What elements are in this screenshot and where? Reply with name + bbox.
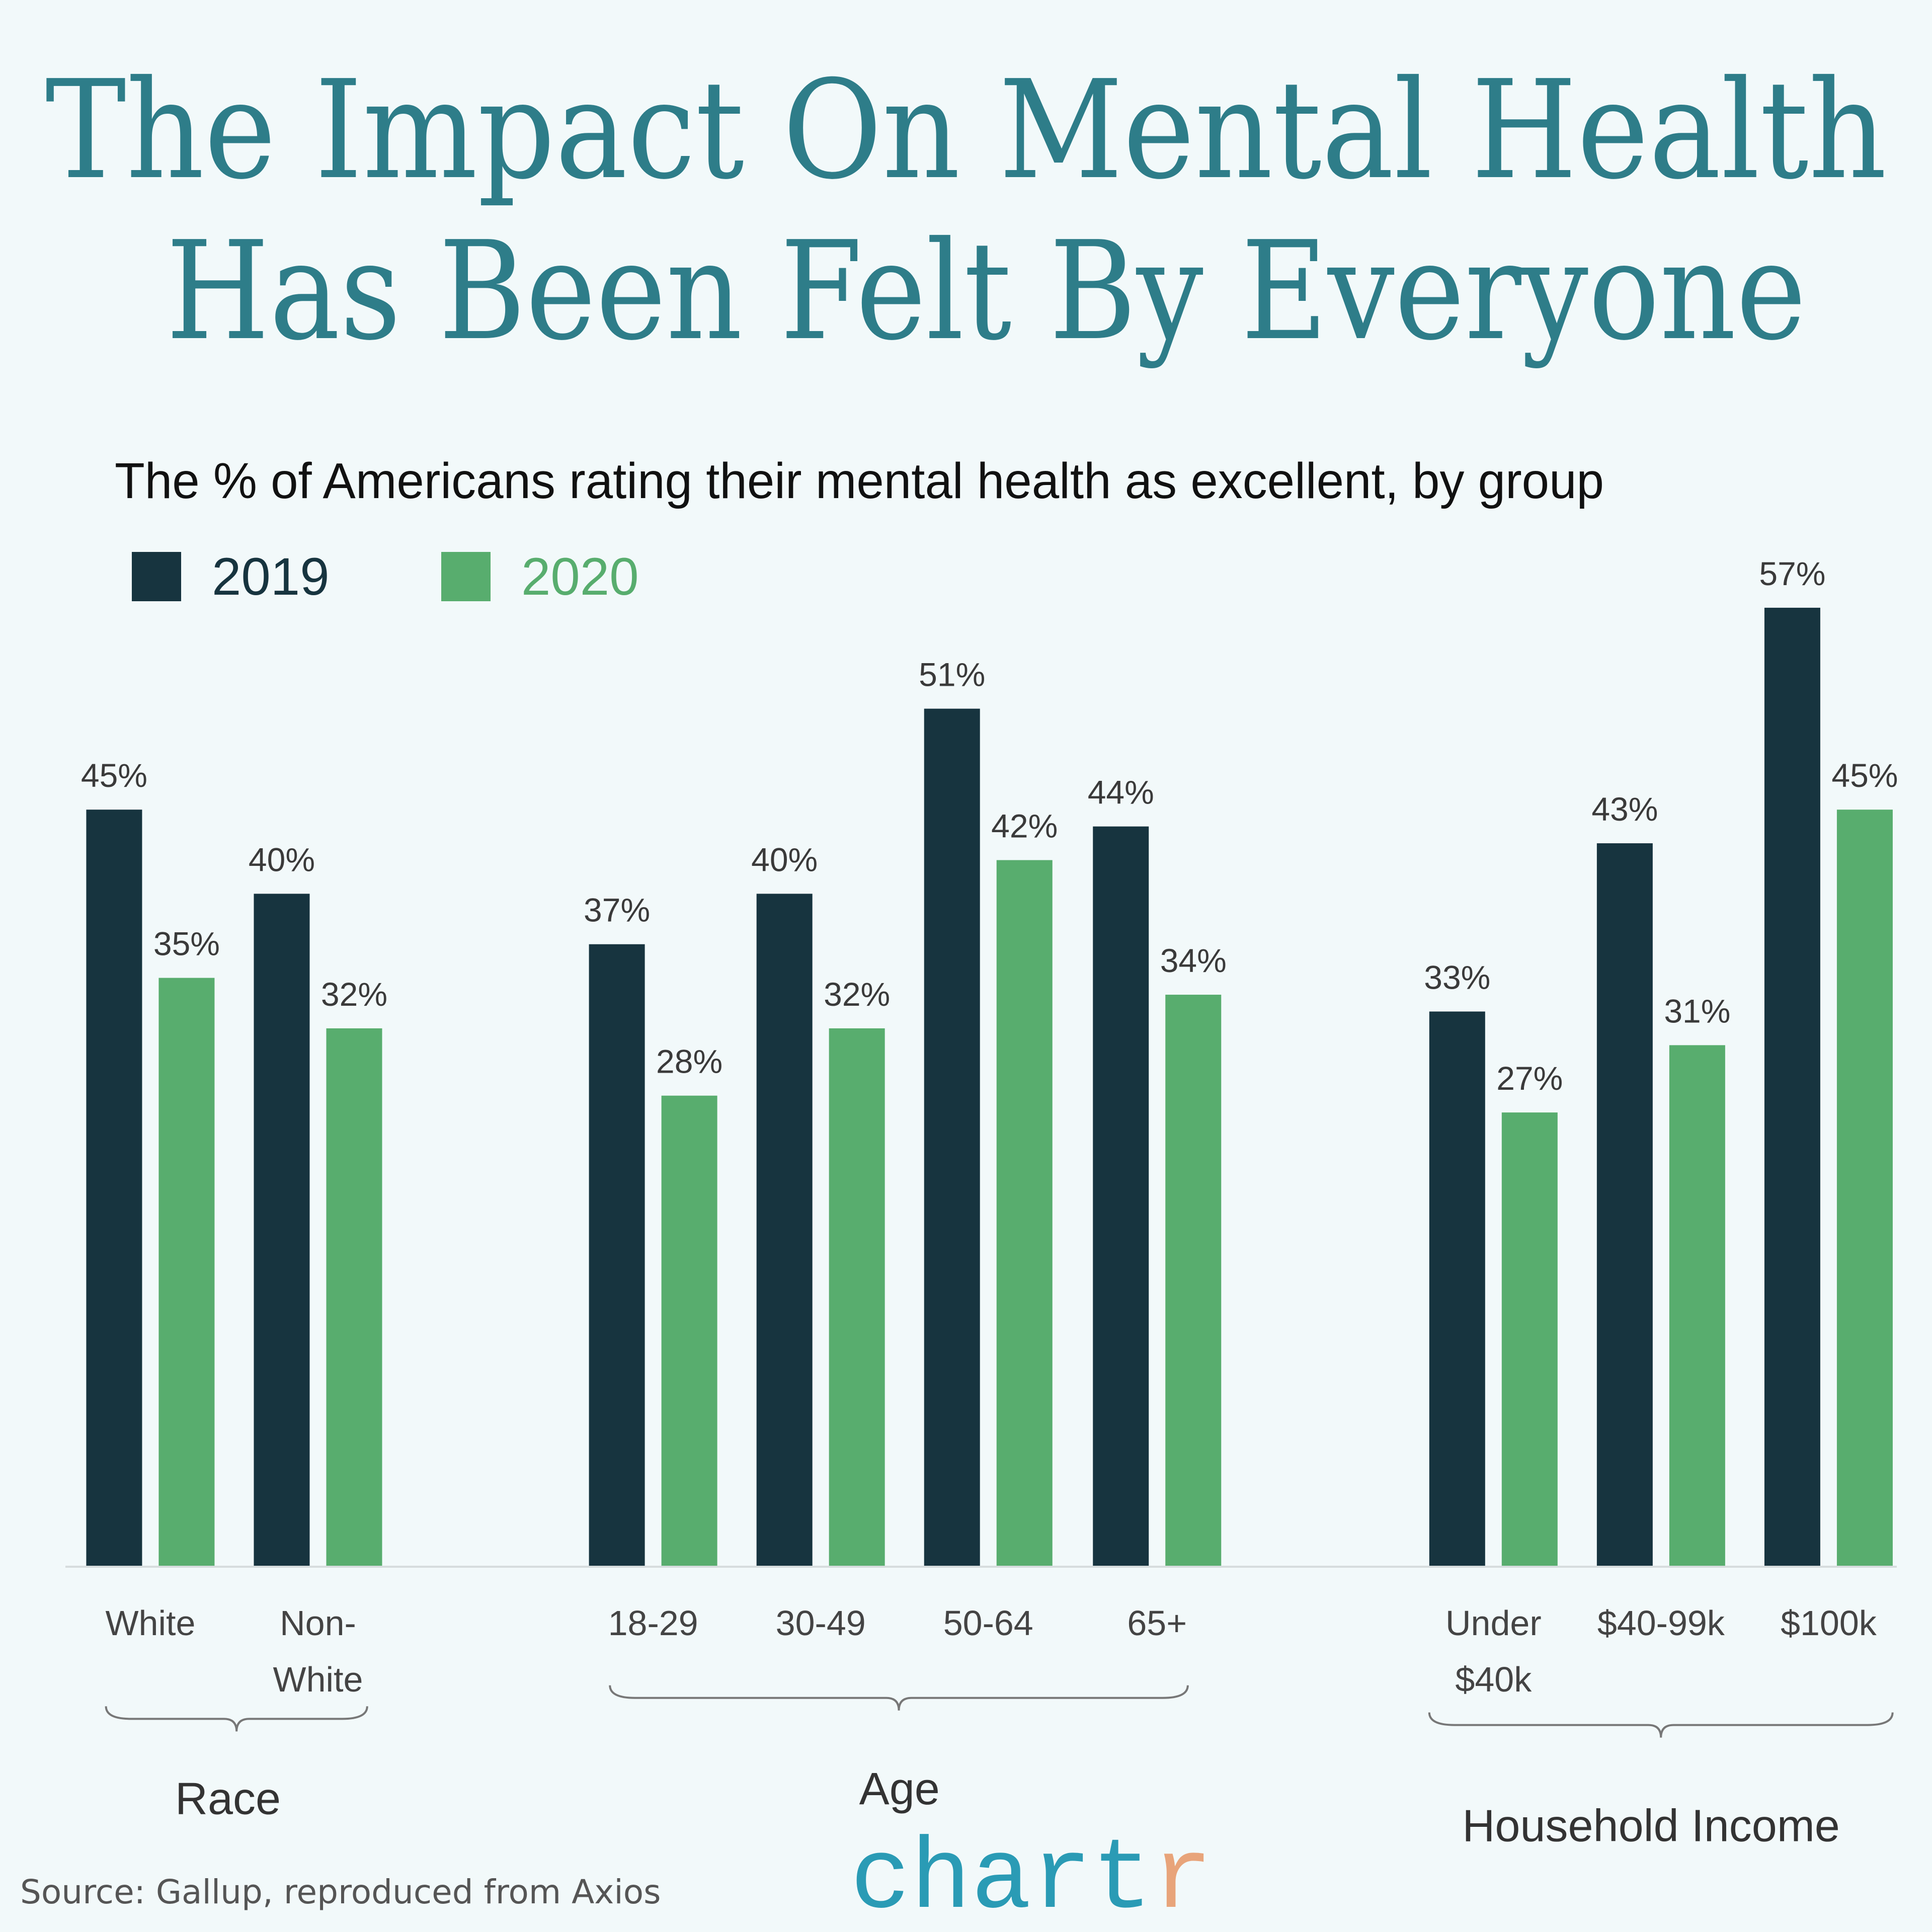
- category-label-5: 65+: [1127, 1603, 1187, 1643]
- legend-label-2019: 2019: [212, 547, 330, 606]
- bar-2020-4: [996, 860, 1053, 1567]
- legend-swatch-2019: [132, 552, 181, 601]
- value-label-2019-0: 45%: [81, 757, 147, 794]
- value-label-2020-5: 34%: [1160, 942, 1227, 979]
- category-label-6: Under: [1445, 1603, 1542, 1643]
- legend-label-2020: 2020: [521, 547, 639, 606]
- category-label-1: White: [273, 1660, 363, 1699]
- bar-2020-0: [158, 978, 215, 1567]
- category-label-4: 50-64: [943, 1603, 1033, 1643]
- value-label-2019-5: 44%: [1088, 774, 1154, 811]
- title-line-1: The Impact On Mental Health: [45, 51, 1887, 209]
- category-label-6: $40k: [1455, 1660, 1532, 1699]
- value-label-2019-6: 33%: [1424, 958, 1490, 996]
- logo-main: chart: [850, 1823, 1152, 1932]
- group-bracket-1: [609, 1685, 1189, 1711]
- value-label-2020-0: 35%: [153, 925, 220, 962]
- value-label-2020-4: 42%: [991, 808, 1058, 845]
- value-label-2019-8: 57%: [1759, 555, 1825, 592]
- logo-accent: r: [1152, 1823, 1213, 1932]
- bar-2019-5: [1093, 826, 1149, 1567]
- group-label-2: Household Income: [1462, 1801, 1839, 1851]
- bar-2019-1: [254, 894, 310, 1567]
- value-label-2019-4: 51%: [919, 656, 985, 693]
- category-label-0: White: [105, 1603, 195, 1643]
- bar-2020-5: [1165, 995, 1222, 1567]
- value-label-2019-3: 40%: [751, 841, 818, 878]
- chartr-logo: chartr: [850, 1823, 1213, 1932]
- category-label-7: $40-99k: [1597, 1603, 1725, 1643]
- source-note: Source: Gallup, reproduced from Axios: [20, 1873, 661, 1911]
- value-label-2019-2: 37%: [584, 892, 650, 929]
- bar-2019-6: [1429, 1011, 1485, 1567]
- category-label-3: 30-49: [776, 1603, 866, 1643]
- value-label-2020-6: 27%: [1496, 1060, 1563, 1097]
- value-label-2019-7: 43%: [1591, 790, 1658, 828]
- group-label-1: Age: [859, 1764, 940, 1814]
- bar-2019-0: [86, 810, 142, 1567]
- value-label-2019-1: 40%: [249, 841, 315, 878]
- value-label-2020-2: 28%: [656, 1043, 722, 1080]
- bar-2020-2: [661, 1095, 717, 1567]
- category-label-1: Non-: [280, 1603, 356, 1643]
- bar-2019-2: [589, 944, 645, 1567]
- value-label-2020-7: 31%: [1664, 992, 1730, 1029]
- bars: 45% 40% 37% 40% 51% 44% 33% 43% 57% 35% 32% 28% 32% 4…: [81, 555, 1898, 1567]
- bar-2019-7: [1596, 843, 1653, 1567]
- bar-2019-3: [756, 894, 813, 1567]
- legend-swatch-2020: [441, 552, 491, 601]
- bar-2020-1: [326, 1028, 382, 1567]
- bar-2020-8: [1836, 810, 1893, 1567]
- chart-subtitle: The % of Americans rating their mental h…: [115, 453, 1604, 509]
- group-bracket-2: [1428, 1712, 1894, 1738]
- bar-2019-8: [1764, 607, 1820, 1567]
- category-label-2: 18-29: [608, 1603, 698, 1643]
- group-labels: Race Age Household Income: [105, 1685, 1894, 1851]
- bar-2019-4: [924, 708, 980, 1567]
- title-line-2: Has Been Felt By Everyone: [166, 212, 1806, 370]
- bar-2020-7: [1669, 1045, 1725, 1567]
- bar-2020-6: [1501, 1112, 1558, 1567]
- value-label-2020-8: 45%: [1831, 757, 1898, 794]
- group-label-0: Race: [175, 1774, 281, 1824]
- value-label-2020-1: 32%: [321, 976, 387, 1013]
- category-label-8: $100k: [1781, 1603, 1877, 1643]
- value-label-2020-3: 32%: [824, 976, 890, 1013]
- category-labels: White Non- White 18-29 30-49 50-64 65+ Under $40…: [105, 1603, 1877, 1699]
- bar-2020-3: [829, 1028, 885, 1567]
